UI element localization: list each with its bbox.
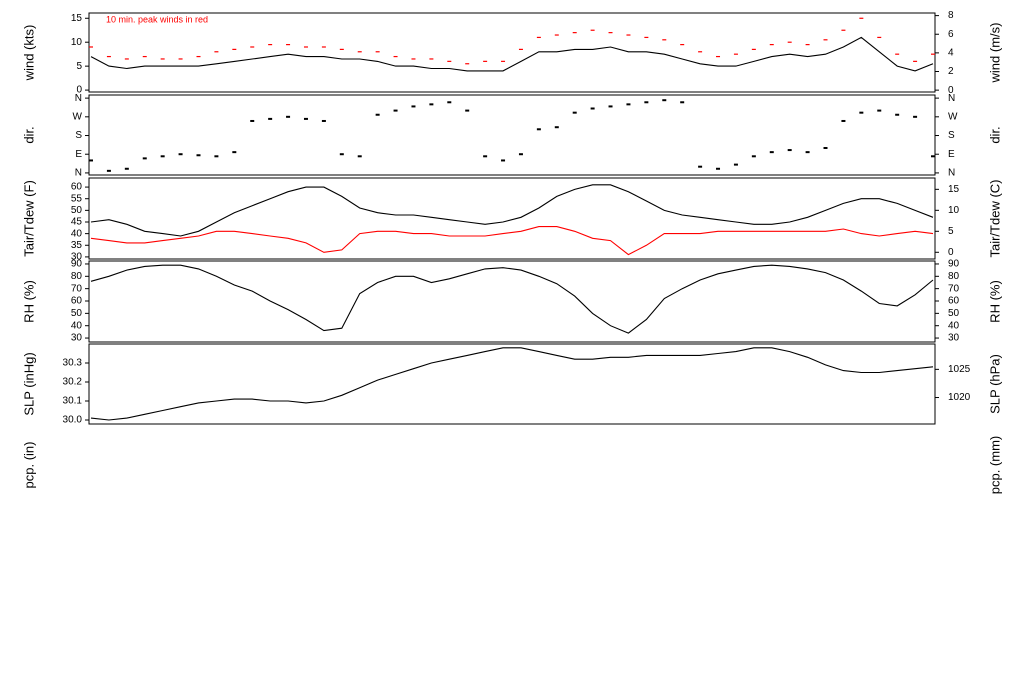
series-line xyxy=(90,184,934,237)
y-tick-label: S xyxy=(75,130,82,141)
y2-axis-label: SLP (hPa) xyxy=(987,354,1002,414)
panel-frame xyxy=(88,177,936,260)
y-tick-label: 30 xyxy=(71,333,83,344)
series-line xyxy=(90,36,934,72)
y2-tick-label: N xyxy=(948,93,955,104)
y-tick-label: 50 xyxy=(71,308,83,319)
y-tick-label: 60 xyxy=(71,296,83,307)
y2-axis-label: wind (m/s) xyxy=(987,23,1002,84)
y2-tick-label: 90 xyxy=(948,259,960,270)
y-tick-label: 30 xyxy=(71,252,83,263)
y-axis-label: Tair/Tdew (F) xyxy=(21,180,36,257)
panel-frame xyxy=(88,343,936,425)
y2-tick-label: 40 xyxy=(948,320,960,331)
y-tick-label: 60 xyxy=(71,182,83,193)
y2-tick-label: 4 xyxy=(948,48,954,59)
y2-tick-label: 1025 xyxy=(948,364,971,375)
y-axis-label: RH (%) xyxy=(21,280,36,323)
y-tick-label: 50 xyxy=(71,205,83,216)
y-tick-label: E xyxy=(75,149,82,160)
y-tick-label: 40 xyxy=(71,320,83,331)
y-tick-label: 35 xyxy=(71,240,83,251)
series-line xyxy=(90,226,934,256)
y2-tick-label: 10 xyxy=(948,205,960,216)
annotation: 10 min. peak winds in red xyxy=(106,14,208,24)
y-tick-label: 30.1 xyxy=(63,396,83,407)
y2-axis-label: Tair/Tdew (C) xyxy=(987,179,1002,257)
y2-tick-label: N xyxy=(948,168,955,179)
y-tick-label: 80 xyxy=(71,271,83,282)
y-tick-label: W xyxy=(73,111,83,122)
y2-tick-label: 6 xyxy=(948,29,954,40)
y2-tick-label: 2 xyxy=(948,66,954,77)
series-line xyxy=(90,264,934,334)
panel-frame xyxy=(88,12,936,93)
y-tick-label: 70 xyxy=(71,283,83,294)
y2-tick-label: E xyxy=(948,149,955,160)
panel-frame xyxy=(88,260,936,343)
y-tick-label: 45 xyxy=(71,217,83,228)
y2-tick-label: 8 xyxy=(948,10,954,21)
y-tick-label: 30.2 xyxy=(63,377,83,388)
panel-frame xyxy=(88,94,936,176)
y-tick-label: 30.0 xyxy=(63,415,83,426)
y2-tick-label: 15 xyxy=(948,184,960,195)
y2-tick-label: 0 xyxy=(948,247,954,258)
y2-axis-label: dir. xyxy=(987,126,1002,143)
y-tick-label: 15 xyxy=(71,13,83,24)
y-axis-label: dir. xyxy=(21,126,36,143)
y2-tick-label: W xyxy=(948,111,958,122)
y-tick-label: N xyxy=(75,93,82,104)
y2-tick-label: 30 xyxy=(948,333,960,344)
y-axis-label: SLP (inHg) xyxy=(21,352,36,415)
y2-tick-label: 1020 xyxy=(948,392,971,403)
y-tick-label: 55 xyxy=(71,193,83,204)
y-tick-label: 10 xyxy=(71,37,83,48)
y2-tick-label: 60 xyxy=(948,296,960,307)
y2-tick-label: 5 xyxy=(948,226,954,237)
y-tick-label: 40 xyxy=(71,228,83,239)
y2-tick-label: 0 xyxy=(948,85,954,96)
y-axis-label: pcp. (in) xyxy=(21,442,36,489)
y2-tick-label: S xyxy=(948,130,955,141)
y-tick-label: 5 xyxy=(76,61,82,72)
y-axis-label: wind (kts) xyxy=(21,25,36,82)
y2-tick-label: 80 xyxy=(948,271,960,282)
y2-tick-label: 70 xyxy=(948,283,960,294)
y2-tick-label: 50 xyxy=(948,308,960,319)
y2-axis-label: RH (%) xyxy=(987,280,1002,323)
y-tick-label: N xyxy=(75,168,82,179)
y-tick-label: 90 xyxy=(71,259,83,270)
y2-axis-label: pcp. (mm) xyxy=(987,436,1002,495)
y-tick-label: 30.3 xyxy=(63,358,83,369)
series-line xyxy=(90,347,934,421)
y-tick-label: 0 xyxy=(76,85,82,96)
